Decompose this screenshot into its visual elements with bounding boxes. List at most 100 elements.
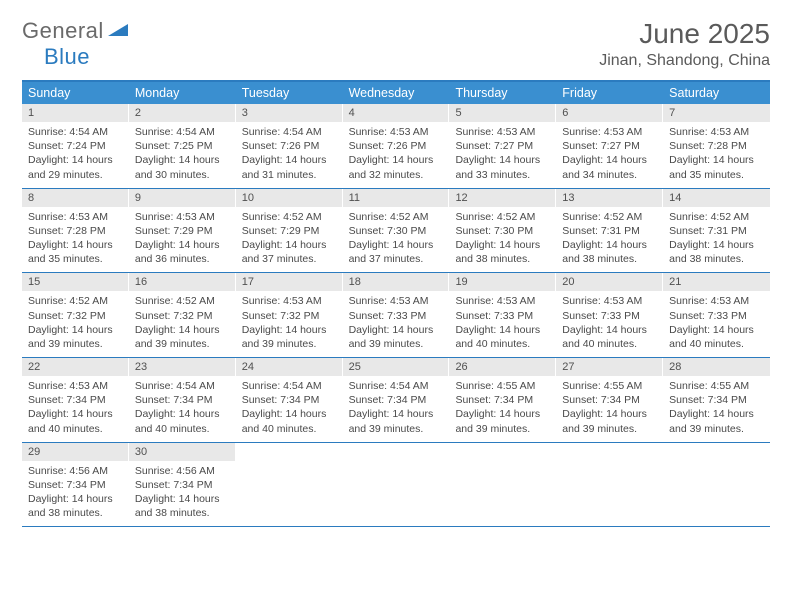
day-number: 13: [556, 189, 663, 207]
calendar-grid: SundayMondayTuesdayWednesdayThursdayFrid…: [22, 80, 770, 527]
daylight-line-2: and 33 minutes.: [455, 168, 550, 182]
sunset-line: Sunset: 7:34 PM: [135, 478, 230, 492]
sunset-line: Sunset: 7:34 PM: [28, 393, 123, 407]
day-cell: 13Sunrise: 4:52 AMSunset: 7:31 PMDayligh…: [556, 189, 663, 273]
day-number: 12: [449, 189, 556, 207]
daylight-line-2: and 38 minutes.: [455, 252, 550, 266]
day-cell: 15Sunrise: 4:52 AMSunset: 7:32 PMDayligh…: [22, 273, 129, 357]
day-body: Sunrise: 4:55 AMSunset: 7:34 PMDaylight:…: [449, 376, 556, 436]
sunset-line: Sunset: 7:33 PM: [349, 309, 444, 323]
daylight-line-1: Daylight: 14 hours: [349, 323, 444, 337]
daylight-line-2: and 35 minutes.: [28, 252, 123, 266]
sunrise-line: Sunrise: 4:53 AM: [562, 125, 657, 139]
day-body: Sunrise: 4:53 AMSunset: 7:33 PMDaylight:…: [663, 291, 770, 351]
daylight-line-1: Daylight: 14 hours: [669, 153, 764, 167]
day-cell: 6Sunrise: 4:53 AMSunset: 7:27 PMDaylight…: [556, 104, 663, 188]
sunset-line: Sunset: 7:27 PM: [455, 139, 550, 153]
daylight-line-2: and 40 minutes.: [135, 422, 230, 436]
day-body: Sunrise: 4:52 AMSunset: 7:31 PMDaylight:…: [556, 207, 663, 267]
day-number: 16: [129, 273, 236, 291]
sunrise-line: Sunrise: 4:54 AM: [242, 379, 337, 393]
sunset-line: Sunset: 7:27 PM: [562, 139, 657, 153]
daylight-line-1: Daylight: 14 hours: [562, 238, 657, 252]
day-number: 15: [22, 273, 129, 291]
daylight-line-2: and 32 minutes.: [349, 168, 444, 182]
weekday-header: Friday: [556, 82, 663, 104]
sunset-line: Sunset: 7:30 PM: [455, 224, 550, 238]
day-cell: 17Sunrise: 4:53 AMSunset: 7:32 PMDayligh…: [236, 273, 343, 357]
daylight-line-1: Daylight: 14 hours: [28, 153, 123, 167]
day-cell: 29Sunrise: 4:56 AMSunset: 7:34 PMDayligh…: [22, 443, 129, 527]
day-cell: 18Sunrise: 4:53 AMSunset: 7:33 PMDayligh…: [343, 273, 450, 357]
day-cell: .: [236, 443, 343, 527]
daylight-line-2: and 40 minutes.: [455, 337, 550, 351]
day-number: 7: [663, 104, 770, 122]
day-cell: 12Sunrise: 4:52 AMSunset: 7:30 PMDayligh…: [449, 189, 556, 273]
day-cell: 20Sunrise: 4:53 AMSunset: 7:33 PMDayligh…: [556, 273, 663, 357]
logo-triangle-icon: [108, 20, 128, 41]
day-body: Sunrise: 4:54 AMSunset: 7:25 PMDaylight:…: [129, 122, 236, 182]
sunset-line: Sunset: 7:34 PM: [562, 393, 657, 407]
sunset-line: Sunset: 7:30 PM: [349, 224, 444, 238]
day-number: 1: [22, 104, 129, 122]
day-body: Sunrise: 4:56 AMSunset: 7:34 PMDaylight:…: [22, 461, 129, 521]
day-cell: 30 Sunrise: 4:56 AMSunset: 7:34 PMDayligh…: [129, 443, 236, 527]
sunset-line: Sunset: 7:29 PM: [135, 224, 230, 238]
sunrise-line: Sunrise: 4:55 AM: [669, 379, 764, 393]
daylight-line-1: Daylight: 14 hours: [135, 492, 230, 506]
day-number: 19: [449, 273, 556, 291]
daylight-line-1: Daylight: 14 hours: [135, 238, 230, 252]
daylight-line-2: and 39 minutes.: [562, 422, 657, 436]
day-number: 24: [236, 358, 343, 376]
day-body: Sunrise: 4:53 AMSunset: 7:29 PMDaylight:…: [129, 207, 236, 267]
day-cell: .: [663, 443, 770, 527]
daylight-line-1: Daylight: 14 hours: [135, 323, 230, 337]
day-cell: 25Sunrise: 4:54 AMSunset: 7:34 PMDayligh…: [343, 358, 450, 442]
daylight-line-2: and 38 minutes.: [669, 252, 764, 266]
daylight-line-1: Daylight: 14 hours: [28, 407, 123, 421]
day-body: Sunrise: 4:52 AMSunset: 7:30 PMDaylight:…: [449, 207, 556, 267]
day-number: 30: [129, 443, 236, 461]
sunrise-line: Sunrise: 4:52 AM: [349, 210, 444, 224]
day-cell: 5Sunrise: 4:53 AMSunset: 7:27 PMDaylight…: [449, 104, 556, 188]
weekday-header-row: SundayMondayTuesdayWednesdayThursdayFrid…: [22, 82, 770, 104]
daylight-line-2: and 40 minutes.: [28, 422, 123, 436]
sunrise-line: Sunrise: 4:56 AM: [135, 464, 230, 478]
day-number: 18: [343, 273, 450, 291]
sunset-line: Sunset: 7:31 PM: [562, 224, 657, 238]
logo-text-blue: Blue: [44, 44, 90, 69]
daylight-line-2: and 40 minutes.: [562, 337, 657, 351]
day-number: 10: [236, 189, 343, 207]
day-body: Sunrise: 4:52 AMSunset: 7:31 PMDaylight:…: [663, 207, 770, 267]
day-body: Sunrise: 4:53 AMSunset: 7:33 PMDaylight:…: [449, 291, 556, 351]
sunrise-line: Sunrise: 4:52 AM: [242, 210, 337, 224]
day-cell: 24Sunrise: 4:54 AMSunset: 7:34 PMDayligh…: [236, 358, 343, 442]
sunset-line: Sunset: 7:34 PM: [349, 393, 444, 407]
sunrise-line: Sunrise: 4:53 AM: [562, 294, 657, 308]
day-number: 28: [663, 358, 770, 376]
day-cell: 19Sunrise: 4:53 AMSunset: 7:33 PMDayligh…: [449, 273, 556, 357]
day-number: 8: [22, 189, 129, 207]
day-body: Sunrise: 4:53 AMSunset: 7:28 PMDaylight:…: [22, 207, 129, 267]
day-number: 3: [236, 104, 343, 122]
sunrise-line: Sunrise: 4:53 AM: [455, 294, 550, 308]
sunrise-line: Sunrise: 4:52 AM: [455, 210, 550, 224]
daylight-line-1: Daylight: 14 hours: [455, 323, 550, 337]
sunrise-line: Sunrise: 4:53 AM: [242, 294, 337, 308]
day-number: 26: [449, 358, 556, 376]
day-cell: .: [556, 443, 663, 527]
weekday-header: Tuesday: [236, 82, 343, 104]
daylight-line-2: and 38 minutes.: [28, 506, 123, 520]
day-cell: 23Sunrise: 4:54 AMSunset: 7:34 PMDayligh…: [129, 358, 236, 442]
daylight-line-1: Daylight: 14 hours: [28, 238, 123, 252]
sunset-line: Sunset: 7:34 PM: [28, 478, 123, 492]
day-body: Sunrise: 4:53 AMSunset: 7:26 PMDaylight:…: [343, 122, 450, 182]
weekday-header: Sunday: [22, 82, 129, 104]
day-number: 4: [343, 104, 450, 122]
sunset-line: Sunset: 7:32 PM: [28, 309, 123, 323]
day-cell: 3Sunrise: 4:54 AMSunset: 7:26 PMDaylight…: [236, 104, 343, 188]
daylight-line-2: and 30 minutes.: [135, 168, 230, 182]
daylight-line-2: and 40 minutes.: [669, 337, 764, 351]
sunrise-line: Sunrise: 4:54 AM: [135, 125, 230, 139]
sunrise-line: Sunrise: 4:52 AM: [562, 210, 657, 224]
